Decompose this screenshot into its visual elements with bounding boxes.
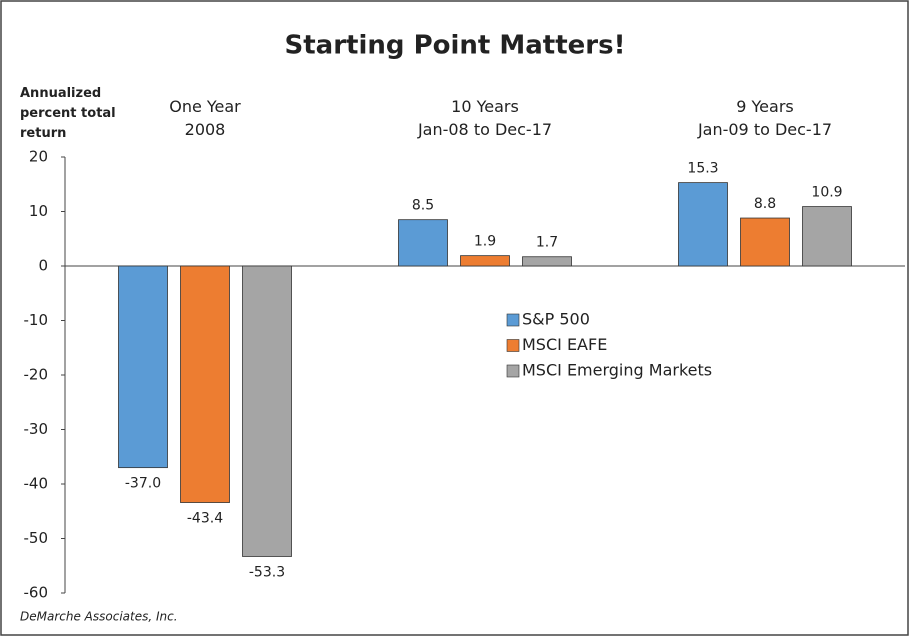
value-label: -37.0 [125, 476, 161, 492]
bar [522, 256, 572, 267]
value-label: 8.8 [754, 196, 776, 212]
category-label: One Year 2008 [169, 97, 241, 139]
bar [398, 219, 448, 267]
y-tick-label: 0 [38, 257, 48, 275]
bar [802, 206, 852, 267]
y-tick-label: -10 [24, 311, 49, 329]
y-tick-label: -40 [24, 475, 49, 493]
legend-label: MSCI EAFE [522, 335, 607, 354]
value-label: -53.3 [249, 564, 285, 580]
category-label: 10 Years Jan-08 to Dec-17 [417, 97, 552, 139]
y-tick-label: 20 [29, 148, 48, 166]
y-tick-label: -60 [24, 584, 49, 602]
source: DeMarche Associates, Inc. [20, 610, 178, 624]
value-label: 1.9 [474, 234, 496, 250]
value-label: 10.9 [811, 185, 842, 201]
bar [460, 255, 510, 267]
legend-swatch [506, 339, 520, 352]
category-label: 9 Years Jan-09 to Dec-17 [697, 97, 832, 139]
bar [740, 217, 790, 267]
bar [180, 265, 230, 503]
y-axis-label: Annualized percent total return [20, 86, 116, 141]
value-label: 15.3 [687, 161, 718, 177]
bar [678, 182, 728, 267]
y-tick-label: -20 [24, 366, 49, 384]
legend-swatch [506, 364, 520, 378]
legend-label: MSCI Emerging Markets [522, 361, 712, 380]
value-label: 8.5 [412, 198, 434, 214]
legend-swatch [506, 313, 520, 327]
value-label: -43.4 [187, 511, 223, 527]
chart-title: Starting Point Matters! [285, 31, 626, 61]
legend-label: S&P 500 [522, 310, 590, 329]
y-tick-label: 10 [29, 202, 48, 220]
value-label: 1.7 [536, 235, 558, 251]
y-tick-label: -30 [24, 420, 49, 438]
y-tick-label: -50 [24, 529, 49, 547]
bar [118, 265, 168, 469]
bar [242, 265, 292, 557]
